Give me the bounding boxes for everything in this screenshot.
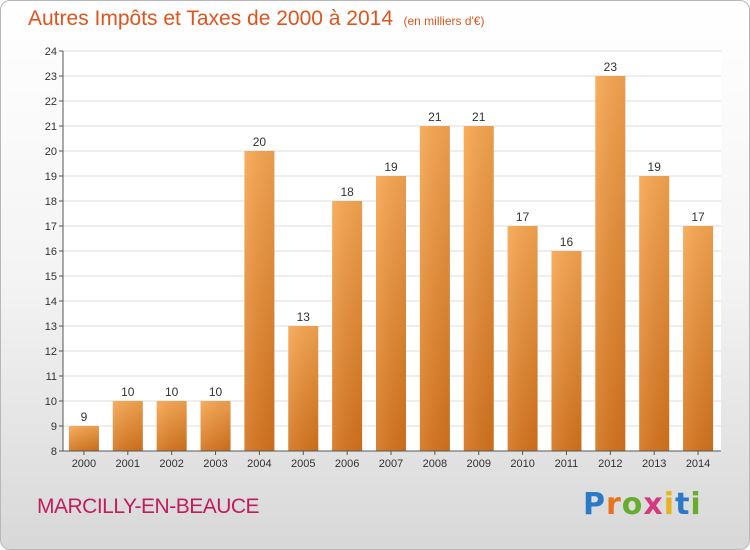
bar-shade	[112, 401, 143, 451]
data-label-2003: 10	[209, 385, 223, 399]
bar-shade	[68, 426, 99, 451]
data-label-2006: 18	[340, 185, 354, 199]
x-tick-label-2007: 2007	[379, 458, 403, 470]
logo-letter: t	[675, 487, 691, 522]
y-tick-label: 14	[45, 296, 57, 308]
logo-letter: P	[583, 487, 606, 522]
data-label-2012: 23	[604, 60, 618, 74]
bar-shade	[288, 326, 319, 451]
city-name: MARCILLY-EN-BEAUCE	[37, 495, 260, 518]
bar-shade	[200, 401, 231, 451]
x-tick-label-2006: 2006	[335, 458, 359, 470]
x-tick-label-2002: 2002	[159, 458, 183, 470]
chart-title-main: Autres Impôts et Taxes de 2000 à 2014	[28, 7, 394, 30]
bar-shade	[595, 76, 626, 451]
data-label-2010: 17	[516, 210, 530, 224]
bar-shade	[507, 226, 538, 451]
data-label-2013: 19	[648, 160, 662, 174]
chart-title-unit: (en milliers d'€)	[403, 14, 485, 28]
y-tick-label: 11	[46, 371, 57, 383]
y-tick-label: 19	[45, 171, 57, 183]
data-label-2004: 20	[253, 135, 267, 149]
bar-shade	[376, 176, 406, 451]
data-label-2005: 13	[297, 310, 311, 324]
y-tick-label: 17	[45, 221, 57, 233]
x-tick-label-2004: 2004	[247, 458, 271, 470]
bar-shade	[463, 126, 494, 451]
data-label-2011: 16	[560, 235, 574, 249]
chart-title: Autres Impôts et Taxes de 2000 à 2014 (e…	[28, 7, 484, 31]
bar-shade	[551, 251, 582, 451]
y-tick-label: 24	[45, 46, 57, 58]
logo-letter: x	[643, 487, 664, 522]
data-label-2009: 21	[472, 110, 486, 124]
bar-shade	[683, 226, 714, 451]
y-tick-label: 20	[45, 146, 57, 158]
x-tick-label-2010: 2010	[510, 458, 534, 470]
bar-shade	[244, 151, 275, 451]
y-tick-label: 13	[45, 321, 57, 333]
logo-letter: i	[690, 487, 702, 522]
bar-shade	[419, 126, 450, 451]
x-tick-label-2011: 2011	[555, 458, 579, 470]
x-tick-label-2001: 2001	[116, 458, 140, 470]
y-tick-label: 23	[45, 71, 57, 83]
data-label-2007: 19	[384, 160, 398, 174]
x-tick-label-2009: 2009	[466, 458, 490, 470]
data-label-2008: 21	[428, 110, 442, 124]
logo-letter: i	[663, 487, 676, 522]
x-tick-label-2005: 2005	[291, 458, 315, 470]
data-label-2014: 17	[691, 210, 705, 224]
x-tick-label-2013: 2013	[642, 458, 666, 470]
logo-letter: o	[621, 487, 644, 522]
bar-shade	[332, 201, 363, 451]
y-tick-label: 16	[45, 246, 57, 258]
x-tick-label-2000: 2000	[72, 458, 96, 470]
logo-letter: r	[606, 487, 622, 522]
y-tick-label: 18	[45, 196, 57, 208]
x-tick-label-2003: 2003	[203, 458, 227, 470]
x-tick-label-2012: 2012	[598, 458, 622, 470]
y-tick-label: 10	[45, 396, 57, 408]
y-tick-label: 8	[51, 446, 57, 458]
data-label-2000: 9	[81, 410, 88, 424]
y-tick-label: 22	[45, 96, 57, 108]
data-label-2002: 10	[165, 385, 179, 399]
x-tick-label-2008: 2008	[423, 458, 447, 470]
y-tick-label: 12	[45, 346, 57, 358]
y-tick-label: 9	[51, 421, 57, 433]
y-tick-label: 15	[45, 271, 57, 283]
bar-shade	[156, 401, 187, 451]
proxiti-logo: Proxiti	[583, 487, 702, 522]
x-tick-label-2014: 2014	[686, 458, 710, 470]
data-label-2001: 10	[121, 385, 135, 399]
bar-shade	[639, 176, 670, 451]
y-tick-label: 21	[45, 121, 57, 133]
